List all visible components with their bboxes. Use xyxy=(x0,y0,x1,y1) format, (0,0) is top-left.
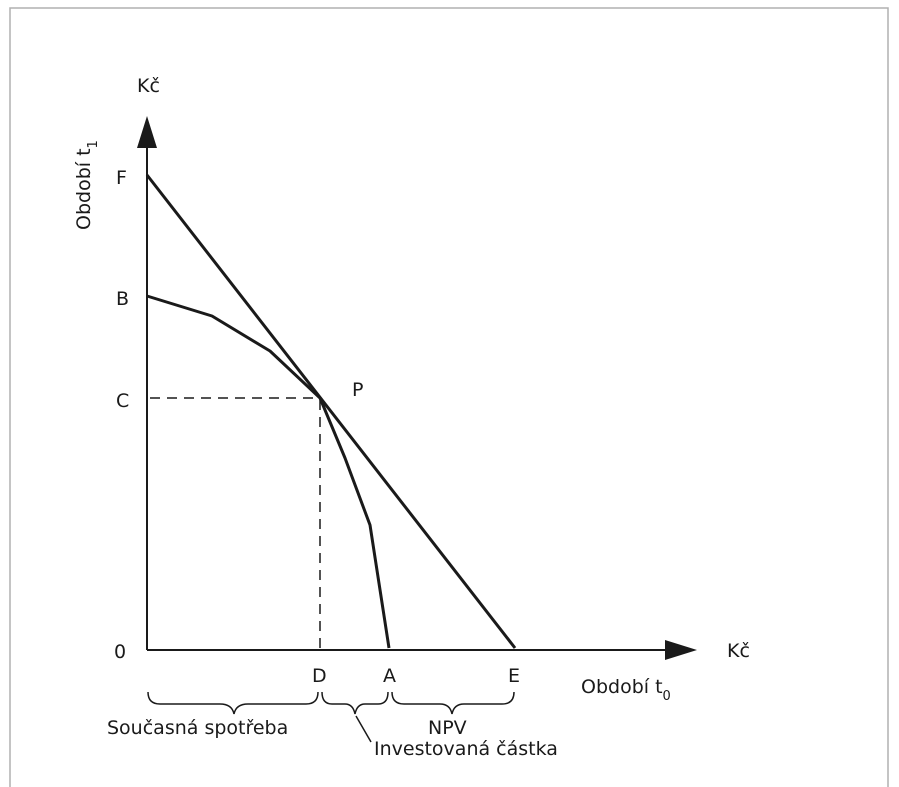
brace-invested-amount xyxy=(321,691,389,715)
label-invested-amount: Investovaná částka xyxy=(374,738,558,760)
x-axis-unit: Kč xyxy=(727,640,750,662)
x-axis-arrow xyxy=(665,640,697,660)
y-axis-title-main: Období t xyxy=(73,148,95,230)
svg-text:Období t1: Období t1 xyxy=(73,140,101,230)
frame xyxy=(9,7,889,787)
investment-curve-b-p-a xyxy=(146,294,391,649)
x-axis-title: Období t0 xyxy=(581,676,671,704)
point-label-c: C xyxy=(116,390,129,412)
label-npv: NPV xyxy=(428,717,467,739)
label-current-consumption: Současná spotřeba xyxy=(107,717,288,739)
x-axis-title-main: Období t xyxy=(581,676,663,698)
invested-amount-leader xyxy=(355,715,372,743)
brace-current-consumption xyxy=(147,691,319,715)
point-label-origin: 0 xyxy=(114,641,126,663)
y-axis-title-subscript: 1 xyxy=(86,140,101,148)
point-label-b: B xyxy=(116,288,129,310)
y-axis-title: Období t1 xyxy=(73,140,101,230)
y-axis-unit: Kč xyxy=(137,75,160,97)
point-label-a: A xyxy=(383,665,396,687)
y-axis-arrow xyxy=(137,116,157,148)
point-label-d: D xyxy=(312,665,327,687)
market-line-f-e xyxy=(145,174,517,649)
point-label-p: P xyxy=(352,379,363,401)
point-label-f: F xyxy=(116,167,127,189)
point-label-e: E xyxy=(508,665,520,687)
x-axis-title-subscript: 0 xyxy=(663,689,671,704)
brace-npv xyxy=(391,691,515,715)
